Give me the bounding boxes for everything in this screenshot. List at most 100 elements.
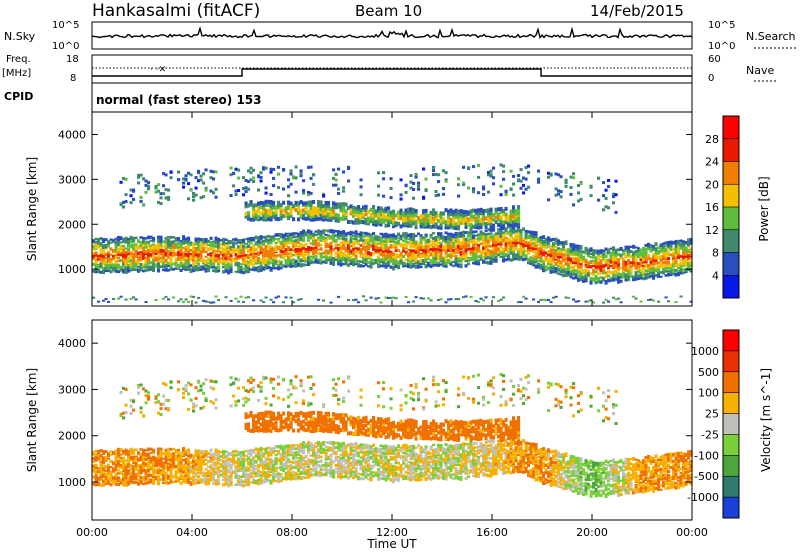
power-cell <box>424 264 428 269</box>
power-cell <box>482 209 486 214</box>
power-cell <box>297 201 301 206</box>
velocity-cell <box>199 461 203 465</box>
velocity-cell <box>209 471 213 477</box>
velocity-cell <box>314 470 318 476</box>
power-cell <box>484 252 488 256</box>
power-cell <box>524 236 528 241</box>
velocity-cell <box>257 426 261 431</box>
power-cell <box>124 269 128 274</box>
velocity-cell <box>189 453 193 459</box>
power-cell <box>582 278 586 283</box>
power-cell <box>564 296 568 299</box>
power-cell <box>462 257 466 261</box>
velocity-cell <box>227 451 231 457</box>
velocity-cell <box>114 458 118 464</box>
velocity-cell <box>192 454 196 459</box>
velocity-cell <box>254 465 258 468</box>
power-cell <box>537 262 541 266</box>
power-cell <box>227 239 231 245</box>
power-cell <box>649 257 653 261</box>
power-cell <box>224 264 228 268</box>
power-cell <box>262 217 266 222</box>
power-cell <box>219 260 223 264</box>
power-cell <box>419 239 423 244</box>
power-cell <box>264 202 268 207</box>
power-cell <box>207 262 211 265</box>
power-cell <box>404 213 408 218</box>
power-cell <box>184 174 188 178</box>
power-cell <box>209 244 213 247</box>
power-cell <box>432 212 436 217</box>
power-cell <box>237 261 241 267</box>
power-cell <box>262 214 266 219</box>
power-cell <box>242 267 246 270</box>
velocity-cell <box>202 391 206 395</box>
power-cell <box>167 268 171 272</box>
power-cell <box>459 241 463 246</box>
velocity-cell <box>254 447 258 452</box>
velocity-cell <box>177 470 181 474</box>
power-cell <box>342 252 346 257</box>
power-cell <box>392 218 396 223</box>
power-cell <box>674 263 678 268</box>
power-cell <box>357 242 361 245</box>
velocity-cell <box>264 396 268 400</box>
power-cell <box>507 244 511 248</box>
power-cell <box>289 169 293 173</box>
power-cell <box>479 207 483 212</box>
power-cell <box>244 245 248 249</box>
velocity-cell <box>247 427 251 432</box>
power-cell <box>372 208 376 213</box>
velocity-cell <box>334 467 338 470</box>
power-cell <box>662 245 666 249</box>
power-cell <box>484 248 488 252</box>
power-cell <box>264 249 268 252</box>
power-cell <box>477 214 481 219</box>
velocity-cell <box>189 398 193 402</box>
power-cell <box>632 276 636 282</box>
power-cell <box>392 221 396 226</box>
velocity-cell <box>264 461 268 465</box>
velocity-cell <box>252 464 256 469</box>
power-cell <box>317 298 321 301</box>
velocity-cell <box>342 416 346 421</box>
power-cell <box>112 268 116 272</box>
velocity-cell <box>194 482 198 485</box>
power-cell <box>572 265 576 270</box>
velocity-cell <box>222 464 226 469</box>
power-cell <box>282 264 286 268</box>
power-cell <box>272 235 276 240</box>
power-cell <box>569 257 573 263</box>
velocity-cell <box>277 414 281 418</box>
velocity-cell <box>207 477 211 483</box>
power-cell <box>529 256 533 260</box>
velocity-cell <box>144 464 148 468</box>
power-cell <box>487 228 491 232</box>
power-cell <box>584 258 588 264</box>
power-cell <box>412 254 416 260</box>
power-cell <box>637 265 641 269</box>
power-cell <box>557 261 561 265</box>
power-cell <box>627 245 631 250</box>
power-cell <box>394 248 398 252</box>
velocity-cell <box>307 427 311 432</box>
velocity-cell <box>177 467 181 472</box>
power-cell <box>482 187 486 191</box>
power-cell <box>369 207 373 212</box>
power-cell <box>342 211 346 216</box>
power-cell <box>644 263 648 269</box>
velocity-cell <box>242 450 246 455</box>
velocity-cell <box>344 466 348 470</box>
power-cell <box>307 256 311 261</box>
velocity-cell <box>367 452 371 458</box>
power-cell <box>627 249 631 254</box>
power-cell <box>589 265 593 269</box>
power-cell <box>252 267 256 272</box>
velocity-cell <box>139 463 143 466</box>
power-cell <box>479 217 483 222</box>
power-cell <box>317 216 321 221</box>
velocity-cell <box>297 468 301 472</box>
power-cell <box>194 249 198 254</box>
power-cell <box>557 247 561 250</box>
power-cell <box>364 231 368 235</box>
